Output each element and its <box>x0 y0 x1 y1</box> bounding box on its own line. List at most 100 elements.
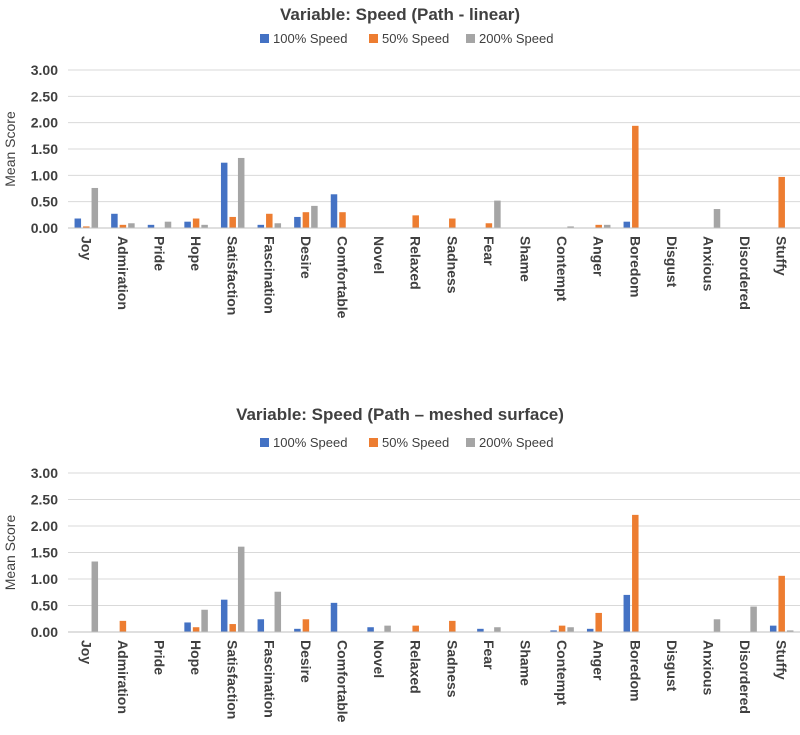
bar <box>237 546 245 632</box>
bar <box>220 162 228 228</box>
legend-swatch <box>466 34 475 43</box>
bar <box>412 215 419 228</box>
bar <box>595 612 602 632</box>
x-tick-label: Pride <box>152 236 168 271</box>
bar <box>237 157 245 228</box>
y-tick-label: 3.00 <box>31 62 58 78</box>
y-axis-label: Mean Score <box>2 515 18 591</box>
bar <box>494 200 501 228</box>
x-tick-label: Boredom <box>627 236 643 297</box>
bar <box>229 216 236 228</box>
legend-label: 200% Speed <box>479 435 553 450</box>
x-tick-label: Satisfaction <box>225 236 241 315</box>
bar <box>302 619 310 632</box>
x-tick-label: Novel <box>371 640 387 678</box>
x-tick-label: Comfortable <box>335 236 351 319</box>
legend-label: 100% Speed <box>273 435 347 450</box>
y-tick-label: 3.00 <box>31 465 58 481</box>
bar <box>201 609 208 632</box>
bar <box>778 575 785 632</box>
bar <box>330 602 338 632</box>
bar <box>623 594 631 632</box>
x-tick-label: Desire <box>298 640 314 683</box>
bar <box>713 209 721 228</box>
bar <box>494 627 501 632</box>
bar <box>294 216 301 228</box>
legend-item: 50% Speed <box>369 31 449 46</box>
x-tick-label: Desire <box>298 236 314 279</box>
bar <box>302 212 310 228</box>
bar <box>769 625 777 632</box>
bar <box>257 619 265 632</box>
bar <box>786 630 794 632</box>
legend-swatch <box>369 438 378 447</box>
bar <box>586 628 594 632</box>
x-tick-label: Disgust <box>664 640 680 692</box>
bar <box>567 226 574 228</box>
bar <box>91 187 99 228</box>
bar <box>201 224 208 228</box>
x-tick-label: Fear <box>481 236 497 266</box>
x-tick-label: Stuffy <box>774 236 790 276</box>
bar <box>750 606 757 632</box>
bar <box>294 628 301 632</box>
x-tick-label: Joy <box>78 640 94 664</box>
bar <box>274 591 282 632</box>
bar <box>184 221 191 228</box>
bar <box>128 223 135 228</box>
y-tick-label: 0.00 <box>31 220 58 236</box>
bar <box>192 627 200 632</box>
bar <box>632 125 639 228</box>
bar <box>184 622 191 632</box>
y-tick-label: 2.50 <box>31 492 58 508</box>
bar <box>274 223 282 228</box>
y-tick-label: 1.50 <box>31 545 58 561</box>
legend-label: 50% Speed <box>382 435 449 450</box>
chart-2: Variable: Speed (Path – meshed surface) 1… <box>2 405 800 723</box>
bar <box>311 205 318 228</box>
x-tick-label: Relaxed <box>408 640 424 694</box>
x-tick-label: Anxious <box>701 640 717 695</box>
x-tick-label: Shame <box>518 236 534 282</box>
bar <box>367 627 374 632</box>
legend-swatch <box>260 438 269 447</box>
x-tick-label: Anger <box>591 236 607 277</box>
y-axis-label: Mean Score <box>2 111 18 187</box>
legend-item: 200% Speed <box>466 31 553 46</box>
bar <box>192 218 200 228</box>
x-tick-label: Anxious <box>701 236 717 291</box>
x-tick-label: Admiration <box>115 640 131 714</box>
bar <box>164 221 172 228</box>
y-tick-label: 0.00 <box>31 624 58 640</box>
bar <box>603 224 611 228</box>
bar <box>567 627 574 632</box>
x-tick-label: Fascination <box>261 236 277 314</box>
x-tick-label: Sadness <box>444 640 460 698</box>
y-tick-label: 2.50 <box>31 88 58 104</box>
bar <box>595 224 602 228</box>
x-tick-label: Relaxed <box>408 236 424 290</box>
bar <box>713 619 721 632</box>
bar <box>330 194 338 228</box>
x-tick-label: Hope <box>188 640 204 675</box>
chart-title: Variable: Speed (Path - linear) <box>280 5 520 24</box>
legend-swatch <box>369 34 378 43</box>
x-tick-label: Novel <box>371 236 387 274</box>
y-tick-label: 1.00 <box>31 571 58 587</box>
bar <box>91 561 99 632</box>
x-tick-label: Sadness <box>444 236 460 294</box>
legend-label: 200% Speed <box>479 31 553 46</box>
bar <box>449 218 456 228</box>
bar <box>119 224 127 228</box>
bar <box>147 224 155 228</box>
y-tick-label: 2.00 <box>31 518 58 534</box>
legend-item: 100% Speed <box>260 435 347 450</box>
x-tick-label: Shame <box>518 640 534 686</box>
y-tick-label: 1.00 <box>31 167 58 183</box>
legend-item: 50% Speed <box>369 435 449 450</box>
bar <box>477 628 484 632</box>
chart-1: Variable: Speed (Path - linear) 100% Spee… <box>2 5 800 319</box>
bar <box>266 213 273 228</box>
bar <box>485 223 493 228</box>
